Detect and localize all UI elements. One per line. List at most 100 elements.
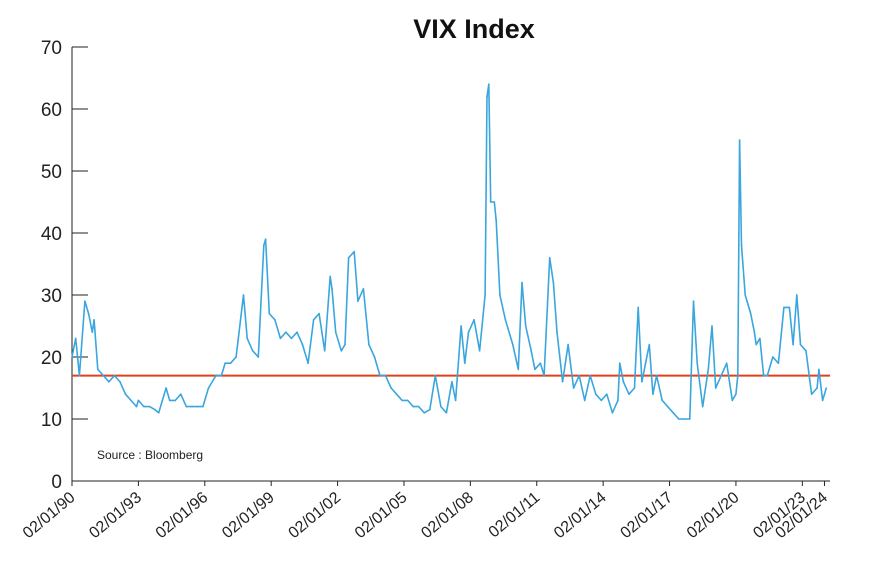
vix-data-point — [296, 331, 298, 334]
vix-series-points — [71, 83, 828, 420]
y-tick-label: 30 — [41, 286, 62, 307]
vix-data-point — [384, 374, 387, 377]
chart-title: VIX Index — [413, 14, 535, 44]
vix-data-point — [180, 393, 182, 396]
vix-data-point — [91, 331, 94, 334]
vix-data-point — [567, 343, 569, 346]
vix-data-point — [196, 405, 199, 408]
vix-data-point — [357, 300, 359, 303]
vix-data-point — [143, 405, 145, 408]
vix-data-point — [460, 325, 462, 327]
vix-data-point — [334, 331, 337, 334]
vix-data-point — [423, 412, 426, 414]
vix-data-point — [711, 325, 713, 327]
x-tick-label: 02/01/99 — [219, 489, 278, 542]
vix-data-point — [97, 368, 99, 371]
vix-data-point — [84, 300, 86, 303]
vix-data-point — [412, 405, 415, 408]
vix-data-point — [137, 399, 140, 402]
vix-data-point — [766, 374, 769, 377]
vix-data-point — [102, 374, 105, 377]
vix-data-point — [390, 387, 392, 389]
vix-data-point — [71, 356, 73, 358]
vix-data-point — [692, 300, 695, 303]
vix-data-point — [220, 374, 223, 377]
vix-data-point — [823, 393, 826, 396]
vix-data-point — [777, 362, 780, 365]
vix-data-point — [318, 312, 320, 315]
vix-data-point — [517, 368, 520, 371]
vix-data-point — [290, 337, 293, 340]
vix-data-point — [818, 368, 820, 371]
vix-data-point — [759, 337, 761, 340]
vix-data-point — [644, 362, 647, 365]
vix-data-point — [821, 399, 824, 402]
vix-data-point — [672, 412, 674, 414]
vix-data-point — [489, 201, 492, 203]
vix-data-point — [595, 393, 597, 396]
vix-data-point — [737, 374, 739, 377]
vix-data-point — [493, 201, 496, 203]
vix-data-point — [268, 312, 271, 315]
x-tick-label: 02/01/14 — [551, 489, 610, 542]
vix-data-point — [530, 350, 532, 352]
vix-data-point — [548, 257, 551, 259]
y-tick-label: 60 — [41, 100, 62, 121]
y-tick-label: 70 — [41, 38, 62, 59]
vix-data-point — [108, 381, 110, 383]
vix-data-point — [246, 337, 248, 340]
vix-data-point — [329, 275, 332, 278]
vix-data-point — [749, 312, 752, 315]
vix-data-point — [242, 294, 245, 296]
y-tick-label: 40 — [41, 224, 62, 245]
vix-data-point — [312, 319, 315, 321]
vix-data-point — [589, 374, 591, 377]
vix-data-point — [87, 312, 90, 315]
vix-data-point — [353, 250, 356, 253]
vix-data-point — [495, 219, 498, 222]
vix-data-point — [202, 405, 204, 408]
vix-data-point — [825, 387, 828, 389]
vix-data-point — [543, 374, 545, 377]
vix-data-point — [301, 343, 304, 346]
vix-data-point — [406, 399, 409, 402]
vix-data-point — [148, 405, 151, 408]
vix-data-point — [622, 381, 625, 383]
vix-data-point — [93, 319, 95, 321]
vix-data-point — [805, 350, 807, 352]
vix-data-point — [135, 405, 138, 408]
vix-data-point — [395, 393, 398, 396]
vix-data-point — [373, 356, 376, 358]
vix-data-point — [74, 337, 77, 340]
vix-data-point — [307, 362, 309, 365]
vix-data-point — [362, 288, 365, 290]
vix-data-point — [168, 399, 171, 402]
vix-data-point — [379, 374, 381, 377]
vix-data-point — [229, 362, 232, 365]
vix-data-point — [264, 238, 267, 240]
vix-data-point — [512, 343, 514, 346]
vix-data-point — [796, 294, 798, 296]
vix-data-point — [744, 294, 746, 296]
vix-data-point — [714, 387, 717, 389]
vix-data-point — [488, 83, 490, 85]
vix-data-point — [633, 387, 636, 389]
vix-data-point — [652, 393, 654, 396]
vix-data-point — [578, 374, 580, 377]
vix-data-point — [524, 325, 527, 327]
vix-data-point — [464, 362, 466, 365]
vix-data-point — [683, 418, 686, 420]
vix-data-point — [661, 399, 663, 402]
vix-data-point — [434, 374, 437, 377]
vix-data-point — [235, 356, 237, 358]
x-tick-group: 02/01/90 02/01/93 02/01/96 02/01/99 02/01/02… — [20, 481, 831, 542]
vix-data-point — [401, 399, 403, 402]
vix-data-point — [113, 374, 116, 377]
vix-data-point — [534, 368, 536, 371]
vix-data-point — [735, 393, 737, 396]
vix-data-point — [572, 387, 575, 389]
vix-data-point — [224, 362, 226, 365]
vix-data-point — [454, 399, 457, 402]
vix-data-point — [191, 405, 193, 408]
